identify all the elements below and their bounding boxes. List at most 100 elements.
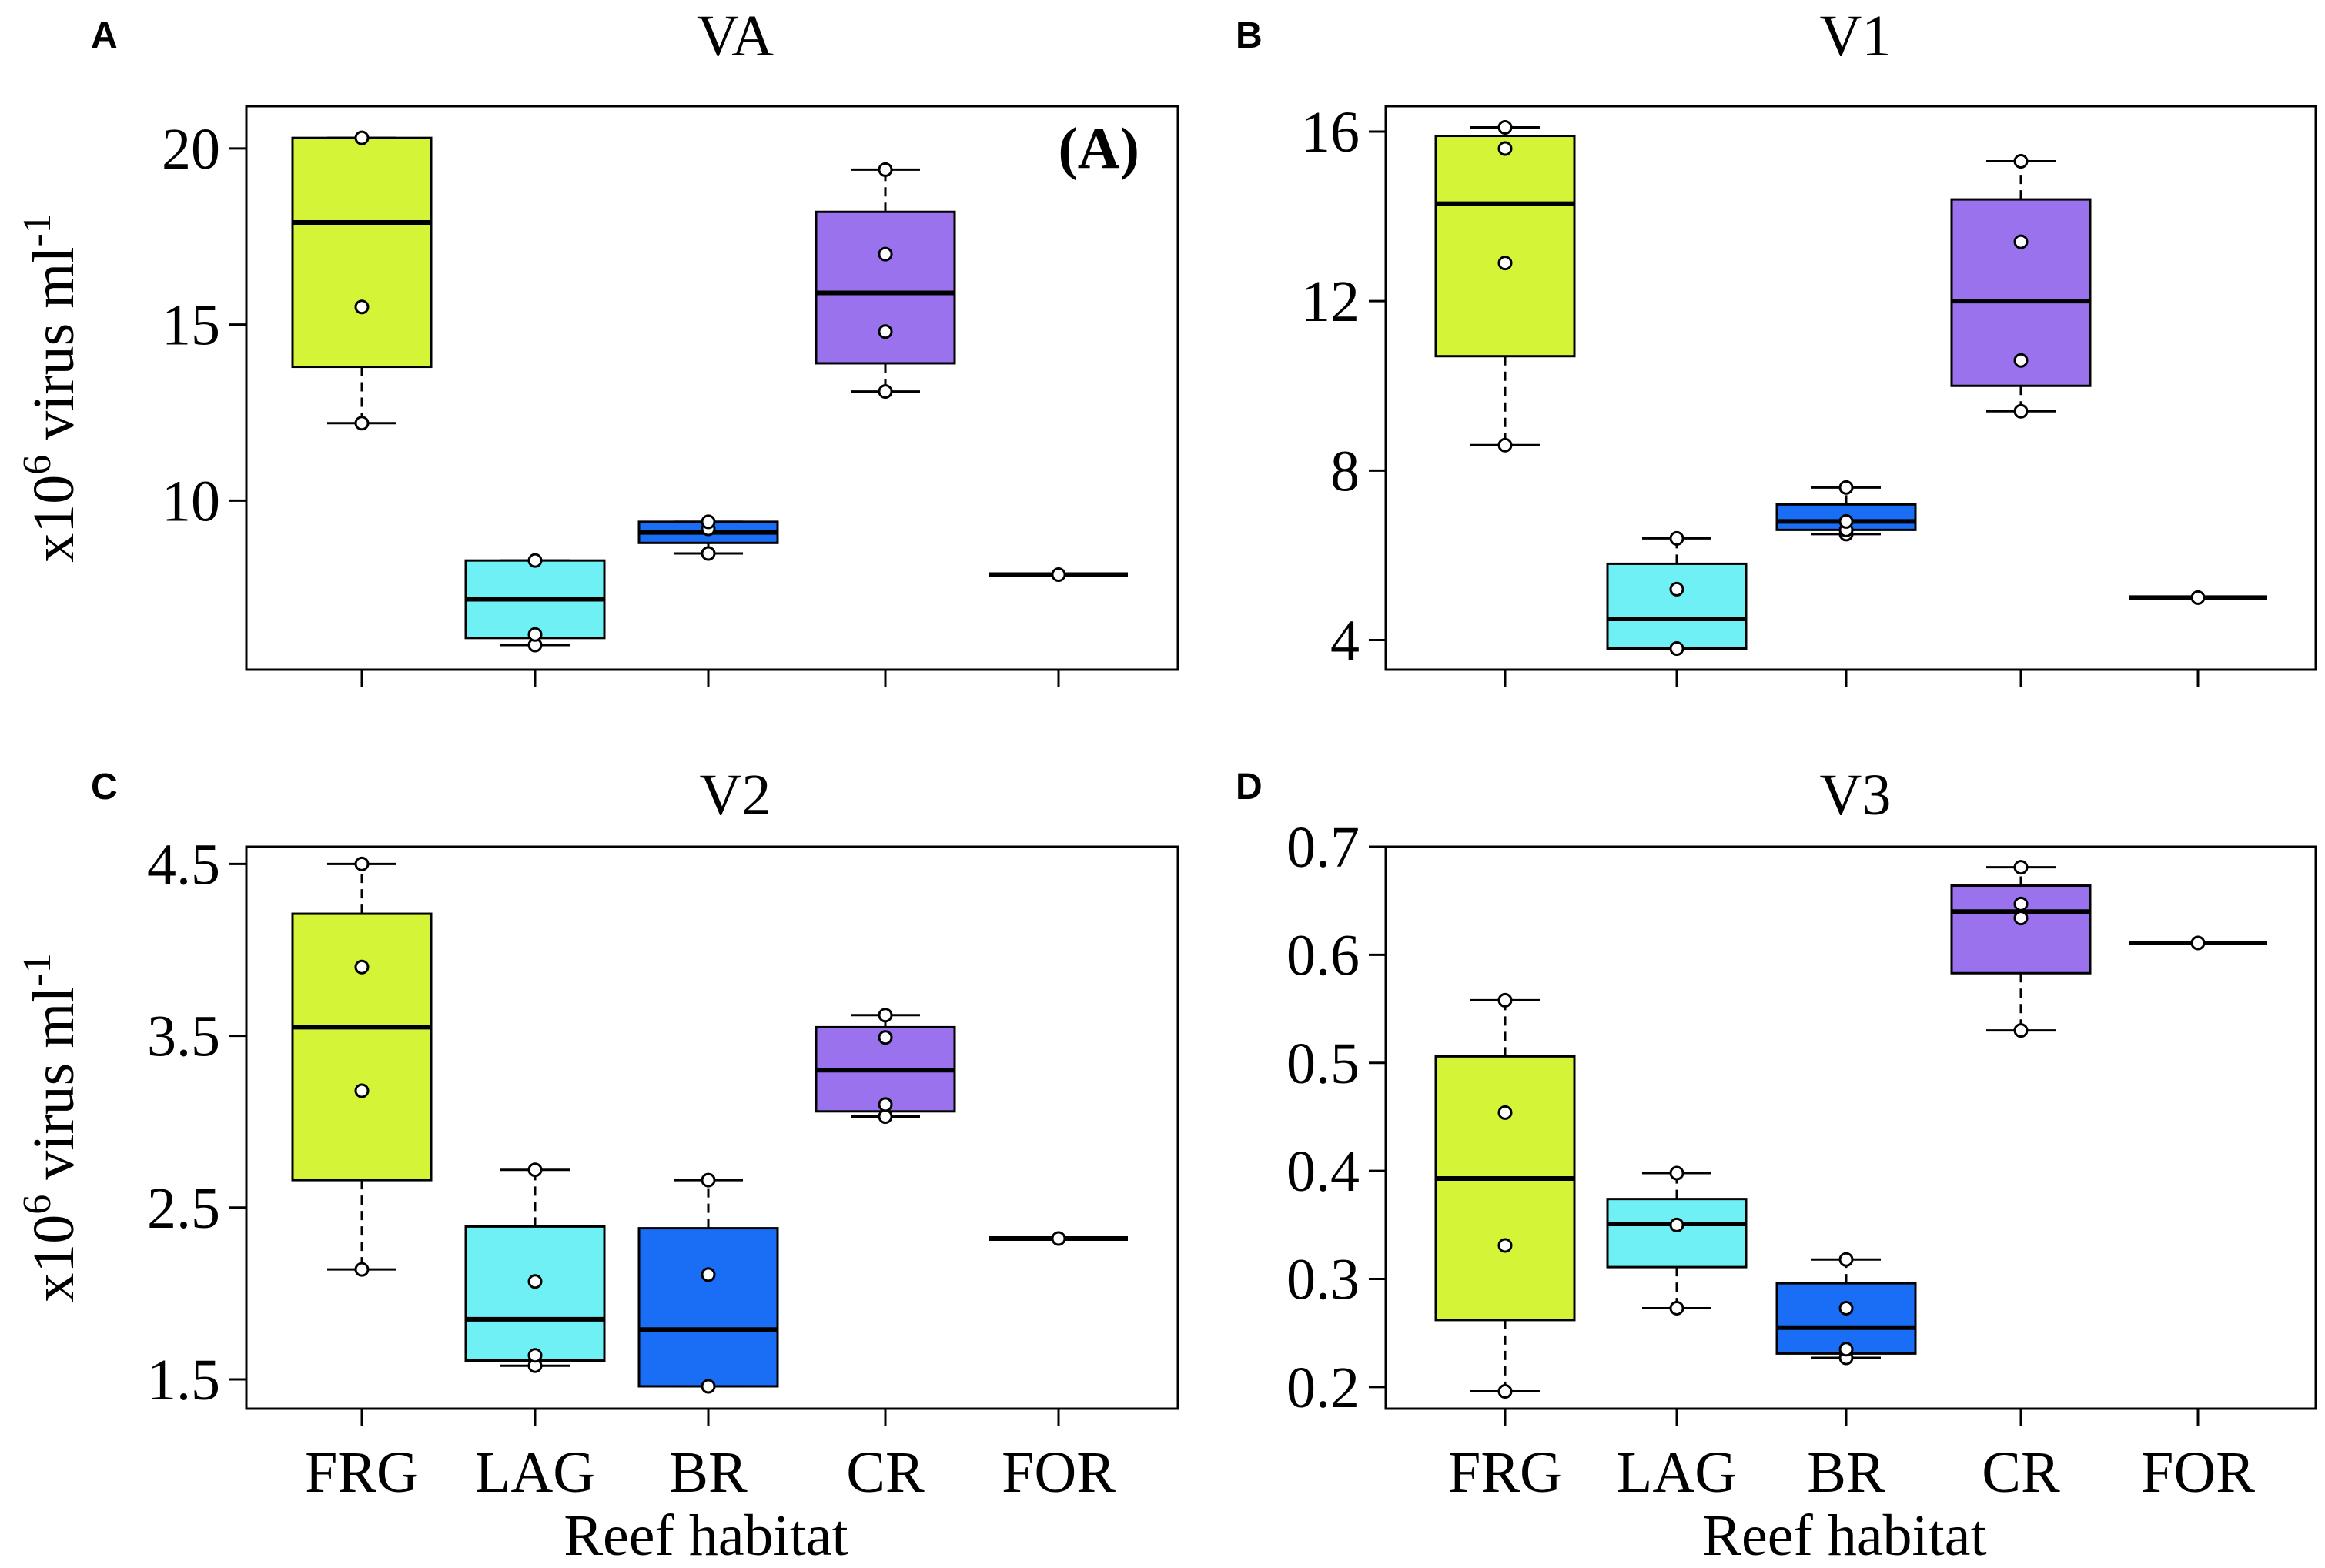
data-point (2013, 154, 2029, 169)
box-FOR (2129, 590, 2267, 605)
x-tick-label: CR (1982, 1440, 2060, 1505)
plot-frame (245, 105, 1179, 671)
box-iqr (1950, 884, 2092, 975)
data-point (878, 324, 893, 339)
y-axis-title: x106 virus ml-1 (15, 953, 86, 1302)
box-BR (637, 1172, 779, 1394)
data-point (2013, 403, 2029, 419)
plot-frame (245, 845, 1179, 1410)
data-point (1497, 141, 1513, 156)
data-point (701, 1267, 716, 1282)
box-iqr (464, 1225, 606, 1362)
box-iqr (815, 210, 956, 365)
box-LAG (1606, 1165, 1748, 1316)
box-FRG (1434, 992, 1576, 1399)
x-tick-label: BR (669, 1440, 748, 1505)
data-point (1669, 530, 1684, 546)
box-FOR (989, 1231, 1128, 1246)
data-point (527, 553, 543, 568)
y-tick-label: 10 (162, 469, 220, 533)
data-point (1669, 1217, 1684, 1232)
panel-title: V2 (700, 763, 771, 827)
y-tick-label: 16 (1301, 100, 1360, 165)
box-BR (1775, 480, 1917, 542)
data-point (878, 1097, 893, 1112)
panel-label: C (91, 767, 118, 807)
data-point (1051, 1231, 1066, 1246)
plot-frame (1384, 105, 2317, 671)
box-FRG (291, 856, 433, 1277)
data-point (2013, 860, 2029, 875)
data-point (2013, 911, 2029, 926)
data-point (354, 130, 370, 145)
box-LAG (464, 1162, 606, 1373)
data-point (1838, 480, 1854, 495)
y-tick-label: 0.7 (1286, 815, 1360, 880)
y-tick-label: 1.5 (147, 1348, 220, 1413)
data-point (354, 1083, 370, 1098)
box-FOR (2129, 935, 2267, 951)
data-point (2190, 590, 2206, 605)
panel-C: C V2 1.5 2.5 3.5 4.5 FRG LAG BR CR FOR Reef habitat… (15, 763, 1179, 1568)
box-BR (637, 514, 779, 561)
data-point (1497, 1105, 1513, 1120)
data-point (701, 546, 716, 561)
data-point (1497, 1238, 1513, 1253)
box-iqr (1434, 135, 1576, 358)
y-tick-label: 15 (162, 293, 220, 358)
data-point (2013, 234, 2029, 249)
panel-label: A (91, 15, 118, 56)
y-tick-label: 3.5 (147, 1005, 220, 1069)
x-tick-label: CR (846, 1440, 925, 1505)
data-point (354, 416, 370, 431)
box-CR (815, 162, 956, 400)
data-point (527, 1162, 543, 1178)
data-point (2190, 935, 2206, 951)
y-tick-label: 0.6 (1286, 923, 1360, 988)
data-point (1051, 567, 1066, 582)
data-point (1669, 1300, 1684, 1316)
box-FOR (989, 567, 1128, 582)
data-point (1497, 256, 1513, 271)
panel-title: VA (697, 4, 774, 69)
box-iqr (1606, 562, 1748, 650)
x-tick-label: BR (1807, 1440, 1885, 1505)
data-point (2013, 896, 2029, 911)
y-tick-label: 4 (1330, 608, 1360, 673)
y-tick-label: 20 (162, 117, 220, 182)
data-point (1497, 120, 1513, 135)
data-point (1838, 1252, 1854, 1267)
data-point (701, 514, 716, 530)
y-tick-label: 0.2 (1286, 1356, 1360, 1420)
y-tick-label: 12 (1301, 269, 1360, 334)
box-FRG (1434, 120, 1576, 453)
data-point (878, 384, 893, 400)
data-point (1669, 581, 1684, 597)
panel-label: B (1236, 15, 1263, 56)
data-point (878, 1008, 893, 1023)
x-axis-title: Reef habitat (564, 1503, 848, 1568)
data-point (527, 627, 543, 642)
panel-title: V1 (1820, 4, 1892, 69)
data-point (878, 1108, 893, 1124)
box-iqr (291, 912, 433, 1182)
data-point (354, 856, 370, 871)
data-point (701, 1379, 716, 1394)
y-tick-label: 0.5 (1286, 1031, 1360, 1096)
panel-A: A VA 10 15 20 x106 virus ml-1 (A) (15, 4, 1179, 687)
box-iqr (1606, 1198, 1748, 1269)
y-tick-label: 0.3 (1286, 1248, 1360, 1312)
panel-D: D V3 0.2 0.3 0.4 0.5 0.6 0.7 FRG LAG BR CR FOR Reef h… (1236, 763, 2317, 1568)
box-iqr (1434, 1055, 1576, 1322)
plot-frame (1384, 845, 2317, 1410)
box-iqr (291, 136, 433, 369)
panel-title: V3 (1820, 763, 1892, 827)
box-BR (1775, 1252, 1917, 1366)
data-point (1838, 513, 1854, 529)
y-tick-label: 8 (1330, 439, 1360, 503)
data-point (2013, 1023, 2029, 1038)
data-point (1497, 437, 1513, 453)
x-tick-label: LAG (475, 1440, 595, 1505)
y-tick-label: 2.5 (147, 1176, 220, 1241)
